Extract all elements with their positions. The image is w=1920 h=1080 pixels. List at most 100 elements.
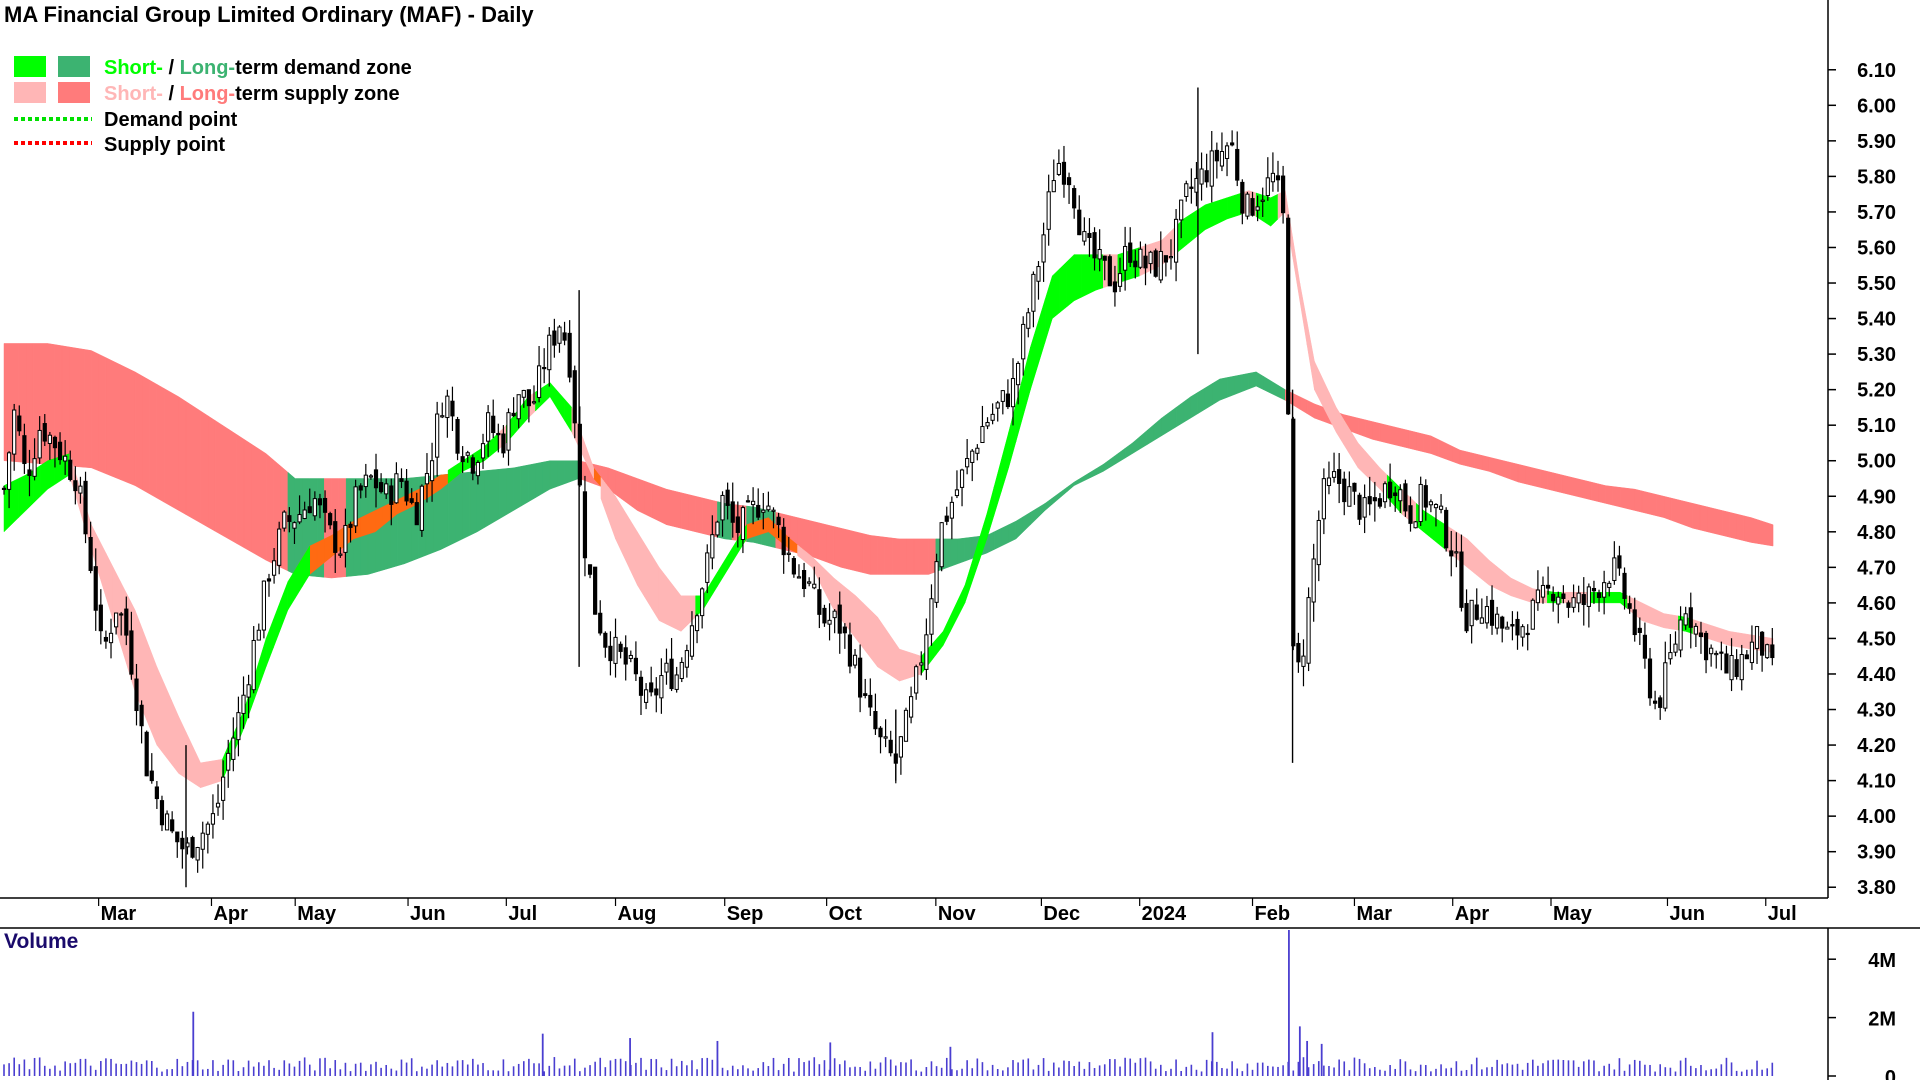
- candle-body: [1622, 572, 1627, 599]
- candle-body: [1168, 256, 1174, 259]
- month-label: Feb: [1255, 903, 1291, 925]
- candle-body: [526, 389, 531, 407]
- long-term-zone-segment: [666, 488, 675, 527]
- candle-body: [1280, 175, 1286, 214]
- long-term-zone-segment: [1423, 433, 1432, 454]
- candle-body: [628, 654, 633, 659]
- candle-body: [807, 581, 812, 584]
- candle-body: [384, 483, 389, 495]
- candle-body: [399, 478, 404, 482]
- long-term-zone-segment: [1561, 474, 1570, 495]
- price-tick-label: 4.50: [1857, 628, 1896, 650]
- short-term-zone-segment: [54, 455, 63, 485]
- long-term-zone-segment: [469, 471, 478, 536]
- candle-body: [210, 813, 216, 825]
- candle-body: [1612, 557, 1617, 581]
- candle-body: [516, 394, 521, 420]
- candle-body: [577, 423, 582, 486]
- volume-tick-label: 4M: [1868, 950, 1896, 972]
- candle-body: [1571, 597, 1576, 608]
- candle-body: [1703, 632, 1709, 661]
- month-label: Jul: [1768, 903, 1797, 925]
- candle-body: [144, 731, 149, 777]
- candle-body: [1719, 651, 1724, 654]
- candle-body: [480, 443, 486, 459]
- long-term-zone-segment: [1736, 513, 1745, 542]
- candle-body: [1296, 642, 1301, 663]
- candle-body: [1331, 471, 1337, 478]
- candle-body: [486, 412, 491, 442]
- candle-body: [776, 516, 781, 526]
- candle-body: [68, 459, 73, 480]
- candle-body: [1286, 217, 1291, 415]
- candle-body: [1586, 586, 1591, 607]
- candle-body: [1189, 186, 1194, 189]
- candle-body: [424, 473, 430, 485]
- month-label: Dec: [1043, 903, 1080, 925]
- long-term-zone-segment: [1503, 460, 1512, 480]
- short-term-zone-segment: [1510, 577, 1519, 599]
- long-term-zone-segment: [1765, 521, 1774, 547]
- candle-body: [1663, 662, 1668, 709]
- long-term-zone-segment: [840, 527, 849, 570]
- candle-body: [333, 521, 338, 553]
- candle-body: [914, 666, 919, 694]
- long-term-zone-segment: [891, 537, 900, 575]
- long-term-zone-segment: [615, 470, 624, 501]
- short-term-zone-segment: [1612, 591, 1621, 604]
- candle-body: [1754, 626, 1760, 649]
- candle-body: [868, 694, 873, 708]
- candle-body: [1484, 606, 1490, 624]
- candle-body: [491, 415, 496, 434]
- candle-body: [975, 447, 980, 454]
- long-term-zone-segment: [236, 434, 245, 549]
- month-label: Aug: [618, 903, 657, 925]
- candle-body: [389, 485, 394, 505]
- candle-body: [1, 487, 7, 490]
- candle-body: [1240, 181, 1245, 214]
- candle-body: [1653, 700, 1658, 704]
- long-term-zone-segment: [658, 486, 667, 526]
- candle-body: [175, 831, 180, 843]
- short-term-zone-segment: [1721, 628, 1730, 646]
- long-term-zone-segment: [848, 529, 857, 572]
- long-term-zone-segment: [1314, 403, 1322, 422]
- long-term-zone-segment: [1670, 497, 1679, 524]
- long-term-zone-segment: [819, 522, 827, 563]
- long-term-zone-segment: [484, 469, 493, 528]
- candle-body: [669, 658, 674, 690]
- candle-body: [139, 704, 144, 727]
- candle-body: [1347, 486, 1352, 507]
- candle-body: [847, 634, 853, 667]
- candle-body: [1734, 659, 1739, 677]
- candle-body: [1505, 626, 1510, 630]
- short-term-zone-segment: [1641, 602, 1650, 624]
- long-term-zone-segment: [695, 495, 704, 534]
- volume-tick-label: 0: [1885, 1067, 1896, 1080]
- price-tick-label: 5.70: [1857, 202, 1896, 224]
- candle-body: [312, 498, 317, 517]
- candle-body: [863, 693, 868, 696]
- short-term-zone-segment: [1670, 614, 1679, 631]
- candle-body: [1021, 323, 1026, 360]
- candle-body: [542, 366, 547, 370]
- long-term-zone-segment: [1437, 439, 1446, 460]
- candle-body: [1265, 177, 1270, 196]
- month-label: Jun: [1669, 903, 1705, 925]
- candle-body: [496, 433, 501, 436]
- candle-body: [506, 412, 511, 451]
- candle-body: [277, 528, 282, 566]
- long-term-zone-segment: [921, 538, 929, 575]
- long-term-zone-segment: [1547, 471, 1555, 492]
- long-term-zone-segment: [243, 438, 252, 553]
- long-term-zone-segment: [964, 536, 973, 562]
- candle-body: [888, 739, 893, 754]
- candle-body: [664, 662, 669, 673]
- candle-body: [1072, 188, 1077, 209]
- price-tick-label: 3.90: [1857, 842, 1896, 864]
- short-term-zone-segment: [1517, 581, 1526, 601]
- candle-body: [170, 819, 175, 832]
- long-term-zone-segment: [222, 424, 230, 540]
- long-term-zone-segment: [200, 410, 209, 528]
- candle-body: [501, 433, 506, 454]
